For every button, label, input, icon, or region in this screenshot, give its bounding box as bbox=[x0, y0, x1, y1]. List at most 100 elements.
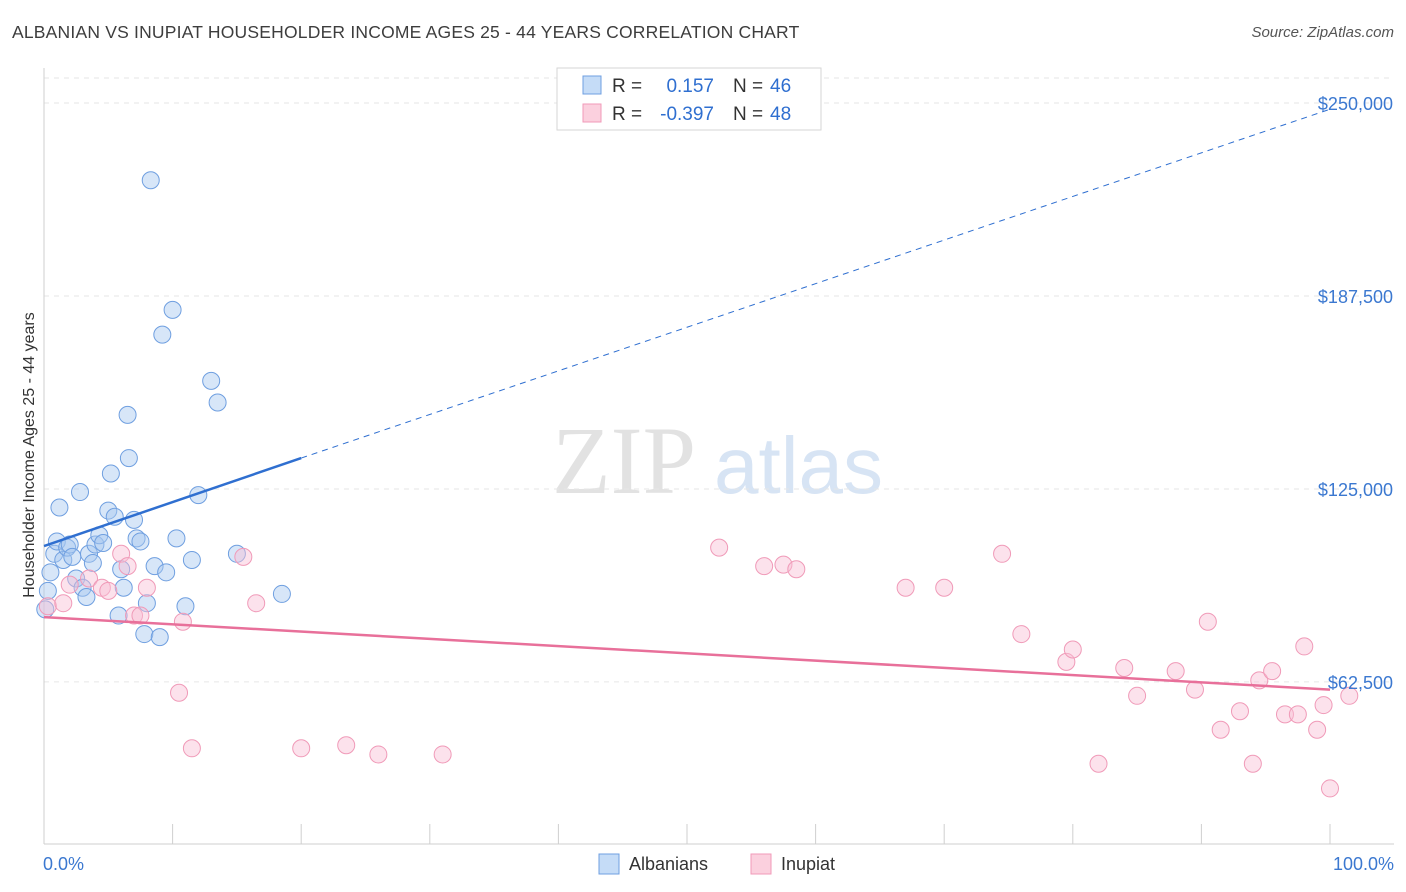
grid-lines bbox=[44, 77, 1394, 683]
inupiat-point bbox=[1198, 612, 1217, 631]
albanians-point bbox=[272, 584, 291, 603]
inupiat-point bbox=[125, 606, 144, 625]
albanians-point bbox=[141, 171, 160, 190]
inupiat-point bbox=[369, 745, 388, 764]
inupiat-point bbox=[173, 612, 192, 631]
legend: Albanians Inupiat bbox=[598, 853, 835, 875]
albanians-point bbox=[157, 563, 176, 582]
inupiat-point bbox=[1263, 662, 1282, 681]
inupiat-point bbox=[1288, 705, 1307, 724]
inupiat-point bbox=[118, 557, 137, 576]
albanians-point bbox=[80, 544, 99, 563]
legend-swatch-albanians bbox=[598, 853, 620, 875]
albanians-point bbox=[83, 554, 102, 573]
inupiat-point bbox=[1321, 779, 1339, 798]
y-axis-label: Householder Income Ages 25 - 44 years bbox=[21, 312, 38, 598]
legend-label-albanians: Albanians bbox=[629, 854, 708, 874]
chart-title: ALBANIAN VS INUPIAT HOUSEHOLDER INCOME A… bbox=[12, 22, 800, 42]
albanians-point bbox=[109, 606, 128, 625]
legend-label-inupiat: Inupiat bbox=[781, 854, 835, 874]
albanians-point bbox=[202, 371, 221, 390]
albanians-trend-extension bbox=[301, 108, 1331, 459]
inupiat-n-value: 48 bbox=[770, 104, 791, 125]
inupiat-point bbox=[137, 578, 156, 597]
inupiat-point bbox=[1275, 705, 1294, 724]
albanians-point bbox=[71, 483, 90, 502]
albanians-point bbox=[153, 325, 172, 344]
inupiat-point bbox=[1295, 637, 1314, 656]
y-tick-labels: $62,500 $125,000 $187,500 $250,000 bbox=[1318, 94, 1393, 693]
inupiat-point bbox=[170, 683, 189, 702]
albanians-n-value: 46 bbox=[770, 76, 791, 97]
inupiat-point bbox=[433, 745, 452, 764]
y-tick-label: $187,500 bbox=[1318, 287, 1393, 307]
albanians-point bbox=[145, 557, 164, 576]
inupiat-point bbox=[38, 597, 57, 616]
stats-box: R = 0.157 N = 46 R = -0.397 N = 48 bbox=[556, 67, 822, 131]
inupiat-point bbox=[60, 575, 79, 594]
inupiat-trend-line bbox=[43, 615, 1331, 691]
inupiat-point bbox=[755, 557, 774, 576]
inupiat-point bbox=[234, 547, 253, 566]
inupiat-point bbox=[131, 606, 150, 625]
y-tick-label: $250,000 bbox=[1318, 94, 1393, 114]
inupiat-point bbox=[54, 594, 73, 613]
inupiat-point bbox=[1115, 659, 1134, 678]
inupiat-point bbox=[99, 581, 118, 600]
inupiat-r-label: R = bbox=[612, 104, 642, 125]
inupiat-point bbox=[80, 569, 99, 588]
albanians-point bbox=[163, 300, 182, 319]
inupiat-point bbox=[182, 739, 201, 758]
albanians-point bbox=[131, 532, 150, 551]
axes bbox=[43, 68, 1394, 845]
albanians-point bbox=[150, 628, 169, 647]
albanians-stat-swatch bbox=[582, 75, 602, 95]
albanians-point bbox=[114, 578, 133, 597]
y-tick-label: $125,000 bbox=[1318, 480, 1393, 500]
inupiat-point bbox=[1063, 640, 1082, 659]
inupiat-point bbox=[1089, 754, 1108, 773]
albanians-point bbox=[119, 449, 138, 468]
inupiat-point bbox=[1230, 702, 1249, 721]
legend-swatch-inupiat bbox=[750, 853, 772, 875]
inupiat-point bbox=[1340, 686, 1359, 705]
albanians-point bbox=[182, 550, 201, 569]
inupiat-r-value: -0.397 bbox=[660, 104, 714, 125]
albanians-trend-line bbox=[43, 456, 302, 548]
albanians-point bbox=[86, 535, 105, 554]
albanians-point bbox=[41, 563, 60, 582]
inupiat-point bbox=[1166, 662, 1185, 681]
y-tick-label: $62,500 bbox=[1328, 673, 1393, 693]
x-tick-label-min: 0.0% bbox=[43, 854, 84, 874]
data-points bbox=[36, 171, 1359, 798]
albanians-point bbox=[38, 581, 57, 600]
albanians-point bbox=[63, 547, 82, 566]
albanians-point bbox=[50, 498, 69, 517]
inupiat-point bbox=[787, 560, 806, 579]
inupiat-point bbox=[292, 739, 311, 758]
albanians-point bbox=[77, 588, 96, 607]
albanians-point bbox=[94, 533, 113, 552]
albanians-point bbox=[118, 405, 137, 424]
albanians-r-value: 0.157 bbox=[666, 76, 714, 97]
inupiat-point bbox=[1128, 686, 1147, 705]
albanians-point bbox=[208, 393, 227, 412]
watermark-atlas: atlas bbox=[714, 421, 883, 510]
inupiat-point bbox=[896, 578, 915, 597]
inupiat-stat-swatch bbox=[582, 103, 602, 123]
albanians-point bbox=[167, 529, 186, 548]
albanians-n-label: N = bbox=[733, 76, 763, 97]
inupiat-point bbox=[1012, 625, 1031, 644]
inupiat-point bbox=[247, 594, 266, 613]
source-credit: Source: ZipAtlas.com bbox=[1251, 24, 1394, 41]
inupiat-n-label: N = bbox=[733, 104, 763, 125]
x-tick-label-max: 100.0% bbox=[1333, 854, 1394, 874]
inupiat-point bbox=[1211, 720, 1230, 739]
inupiat-point bbox=[935, 578, 954, 597]
albanians-point bbox=[135, 625, 154, 644]
albanians-point bbox=[176, 597, 195, 616]
trend-lines bbox=[43, 108, 1331, 691]
inupiat-point bbox=[1308, 720, 1327, 739]
albanians-point bbox=[101, 464, 120, 483]
